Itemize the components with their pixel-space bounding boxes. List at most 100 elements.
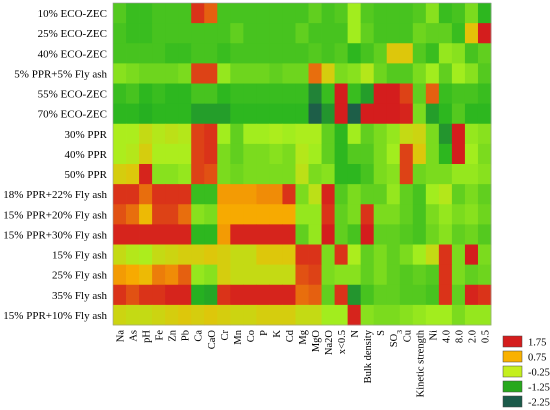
heatmap-cell [113,143,127,165]
heatmap-cell [113,43,127,64]
heatmap-cell [243,43,257,64]
heatmap-cell [464,3,479,24]
heatmap-cell [360,83,375,105]
heatmap-cell [438,244,453,266]
heatmap-cell [451,63,466,84]
heatmap-cell [139,204,153,225]
heatmap-cell [269,184,283,205]
heatmap-cell [477,164,492,185]
column-label: Na [116,330,127,343]
heatmap-cell [165,3,179,24]
row-label: 15% PPR+30% Fly ash [3,229,107,241]
heatmap-cell [243,103,257,125]
heatmap-cell [399,23,414,44]
heatmap-cell [178,123,192,145]
heatmap-cell [373,143,388,165]
heatmap-cell [269,304,283,326]
heatmap-cell [451,204,466,225]
column-label: 8.0 [454,330,465,343]
heatmap-cell [152,143,166,165]
heatmap-cell [139,264,153,286]
heatmap-cell [139,184,153,205]
heatmap-cell [230,143,244,165]
heatmap-cell [412,244,427,266]
heatmap-cell [438,284,453,306]
heatmap-cell [139,284,153,306]
heatmap-cell [412,23,427,44]
heatmap-cell [399,3,414,24]
column-label: Mn [233,329,244,344]
heatmap-cell [399,164,414,185]
heatmap-cell [477,83,492,105]
column-label: N [350,330,361,338]
heatmap-cell [256,184,270,205]
heatmap-cell [282,264,296,286]
heatmap-cell [113,63,127,84]
heatmap-cell [425,103,440,125]
heatmap-cell [139,224,153,245]
heatmap-cell [321,63,335,84]
heatmap-cell [217,3,231,24]
heatmap-cell [269,43,283,64]
heatmap-cell [386,204,401,225]
heatmap-cell [152,43,166,64]
heatmap-cell [321,23,335,44]
legend-swatch [502,395,523,408]
heatmap-cell [256,244,270,266]
heatmap-cell [282,164,296,185]
heatmap-cell [308,284,322,306]
heatmap-cell [295,284,309,306]
heatmap-cell [152,284,166,306]
legend-swatch [502,350,523,363]
heatmap-cell [126,284,140,306]
heatmap-cell [230,123,244,145]
heatmap-cell [438,204,453,225]
column-label: Bulk density [363,329,374,383]
heatmap-cell [399,43,414,64]
heatmap-cell [230,284,244,306]
heatmap-cell [308,43,322,64]
heatmap-cell [191,143,205,165]
heatmap-cell [295,83,309,105]
heatmap-cell [152,164,166,185]
heatmap-cell [165,304,179,326]
heatmap-cell [269,3,283,24]
heatmap-cell [243,204,257,225]
heatmap-cell [282,123,296,145]
heatmap-cell [165,184,179,205]
legend-label: 0.75 [528,353,546,364]
heatmap-cell [191,43,205,64]
heatmap-cell [399,224,414,245]
heatmap-cell [308,63,322,84]
heatmap-cell [126,204,140,225]
heatmap-cell [230,164,244,185]
heatmap-cell [373,83,388,105]
heatmap-cell [282,103,296,125]
column-label: Cu [402,329,413,342]
heatmap-cell [477,143,492,165]
heatmap-cell [464,264,479,286]
heatmap-cell [165,244,179,266]
heatmap-cell [165,83,179,105]
heatmap-cell [334,224,349,245]
heatmap-cell [321,284,335,306]
heatmap-cell [373,304,388,326]
heatmap-cell [347,23,362,44]
legend: 1.75 0.75 -0.25 -1.25 -2.25 [502,335,550,409]
heatmap-cell [217,103,231,125]
heatmap-cell [256,83,270,105]
heatmap-cell [308,244,322,266]
heatmap-cell [282,143,296,165]
column-label: Cd [285,329,296,342]
heatmap-cell [295,43,309,64]
heatmap-cell [152,83,166,105]
heatmap-cell [113,164,127,185]
heatmap-cell [282,63,296,84]
heatmap-cell [321,184,335,205]
heatmap-cell [386,224,401,245]
heatmap-cell [126,224,140,245]
heatmap-cell [269,143,283,165]
heatmap-cell [438,224,453,245]
heatmap-cell [126,143,140,165]
heatmap-cell [477,204,492,225]
